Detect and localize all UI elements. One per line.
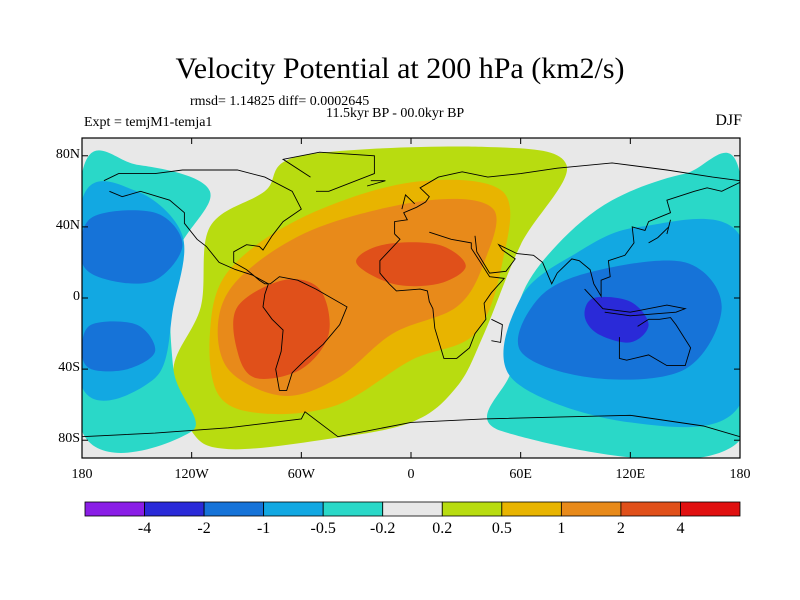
x-tick-label-5: 120E [615, 467, 646, 482]
contour-region-7 [82, 210, 183, 284]
coastline-3 [474, 181, 740, 298]
colorbar-label-1: -2 [197, 520, 211, 537]
season-label: DJF [715, 112, 742, 129]
coastline-6 [82, 411, 740, 438]
coastline-11 [366, 180, 386, 187]
contour-region-3 [233, 279, 330, 379]
coastline-8 [401, 194, 416, 210]
colorbar-box-8 [560, 501, 622, 517]
coastline-2 [379, 231, 506, 359]
field-contours [82, 146, 740, 458]
colorbar-box-0 [84, 501, 145, 517]
contour-region-4 [356, 242, 466, 287]
y-tick-label-4: 80S [58, 431, 80, 447]
colorbar-box-9 [620, 501, 681, 517]
colorbar-label-6: 0.5 [491, 520, 512, 537]
coastline-10 [491, 318, 503, 343]
colorbar-box-2 [203, 501, 265, 517]
x-tick-label-3: 0 [407, 467, 415, 482]
colorbar-box-10 [680, 501, 741, 517]
coastline-7 [584, 288, 687, 317]
x-tick-label-6: 180 [729, 467, 751, 482]
rmsd-diff-stats: rmsd= 1.14825 diff= 0.0002645 [190, 94, 370, 109]
x-tick-label-2: 60W [287, 467, 315, 482]
colorbar-label-4: -0.2 [370, 520, 396, 537]
colorbar-label-0: -4 [137, 520, 152, 537]
colorbar-box-7 [501, 501, 562, 517]
colorbar-box-5 [382, 501, 443, 517]
coastline-0 [103, 169, 348, 391]
colorbar-box-6 [441, 501, 503, 517]
coastline-5 [281, 151, 375, 192]
x-tick-label-1: 120W [174, 467, 209, 482]
colorbar-label-9: 4 [676, 520, 685, 537]
contour-region-8 [82, 321, 156, 372]
time-period-label: 11.5kyr BP - 00.0kyr BP [326, 106, 465, 121]
experiment-label: Expt = temjM1-temja1 [84, 115, 213, 130]
colorbar-box-1 [144, 501, 205, 517]
coastline-9 [648, 219, 671, 244]
colorbar-label-7: 1 [557, 520, 566, 537]
contour-region-12 [584, 296, 649, 343]
chart-title: Velocity Potential at 200 hPa (km2/s) [175, 52, 625, 85]
colorbar-label-2: -1 [256, 520, 271, 537]
y-tick-label-2: 0 [73, 289, 80, 304]
colorbar-label-5: 0.2 [432, 520, 453, 537]
x-tick-label-0: 180 [71, 467, 93, 482]
coastline-4 [618, 317, 692, 367]
colorbar-label-3: -0.5 [310, 520, 336, 537]
colorbar-box-3 [263, 501, 324, 517]
y-tick-label-3: 40S [58, 360, 80, 376]
x-tick-label-4: 60E [509, 467, 532, 482]
colorbar-box-4 [322, 501, 384, 517]
coastline-1 [394, 162, 740, 234]
y-tick-label-0: 80N [55, 146, 80, 162]
y-tick-label-1: 40N [55, 217, 80, 233]
colorbar-label-8: 2 [616, 520, 625, 537]
